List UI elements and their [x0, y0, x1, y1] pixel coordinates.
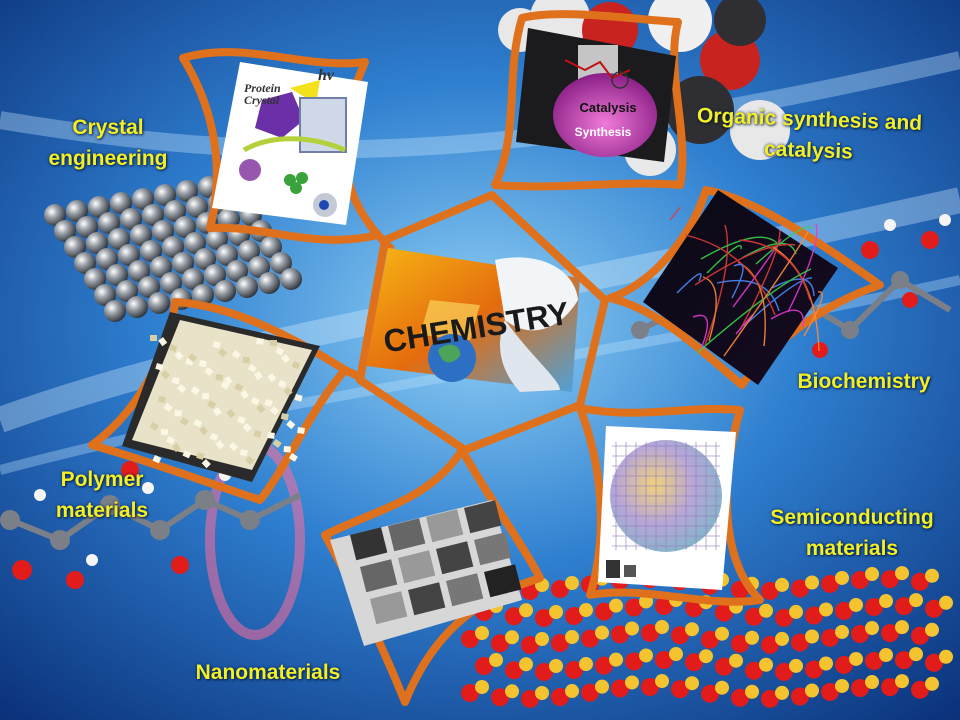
organic-synthesis-image: Catalysis Synthesis: [516, 28, 676, 162]
crystal-frame: [179, 48, 382, 244]
semiconducting-image: [598, 426, 736, 590]
label-crystal-line1: Crystal: [72, 116, 144, 139]
label-semi-line1: Semiconducting: [770, 506, 934, 529]
label-organic-synthesis: Organic synthesis and catalysis: [683, 100, 935, 171]
semi-frame: [576, 404, 764, 606]
label-nanomaterials: Nanomaterials: [184, 657, 352, 688]
crystal-engineering-image: Protein Crystal hv: [212, 62, 368, 225]
catalysis-label: Catalysis: [579, 100, 636, 115]
label-crystal-line2: engineering: [48, 147, 168, 170]
biochem-frame: [606, 186, 884, 389]
molecule-chain-left: [0, 461, 302, 589]
crystal-label: Crystal: [244, 93, 280, 107]
label-semi-line2: materials: [805, 537, 899, 560]
label-crystal-engineering: Crystal engineering: [40, 112, 176, 174]
center-image: CHEMISTRY: [366, 248, 580, 392]
label-biochem-line1: Biochemistry: [797, 370, 931, 393]
hv-label: hv: [318, 67, 335, 84]
protein-label: Protein: [244, 81, 281, 95]
label-polymer-line2: materials: [55, 499, 149, 522]
frames: [88, 10, 884, 706]
link-center-crystal: [375, 232, 395, 253]
nanomaterials-image: [330, 500, 522, 646]
polymer-image: [122, 312, 320, 482]
nano-frame: [321, 446, 544, 706]
synthesis-label: Synthesis: [575, 125, 632, 139]
label-polymer-materials: Polymer materials: [40, 464, 164, 526]
label-nano-line1: Nanomaterials: [195, 661, 341, 684]
biochemistry-image: [643, 190, 838, 385]
label-biochemistry: Biochemistry: [786, 366, 942, 397]
organic-frame: [491, 10, 687, 191]
link-center-polymer: [343, 366, 364, 382]
label-semiconducting: Semiconducting materials: [760, 502, 944, 564]
label-polymer-line1: Polymer: [60, 468, 144, 491]
